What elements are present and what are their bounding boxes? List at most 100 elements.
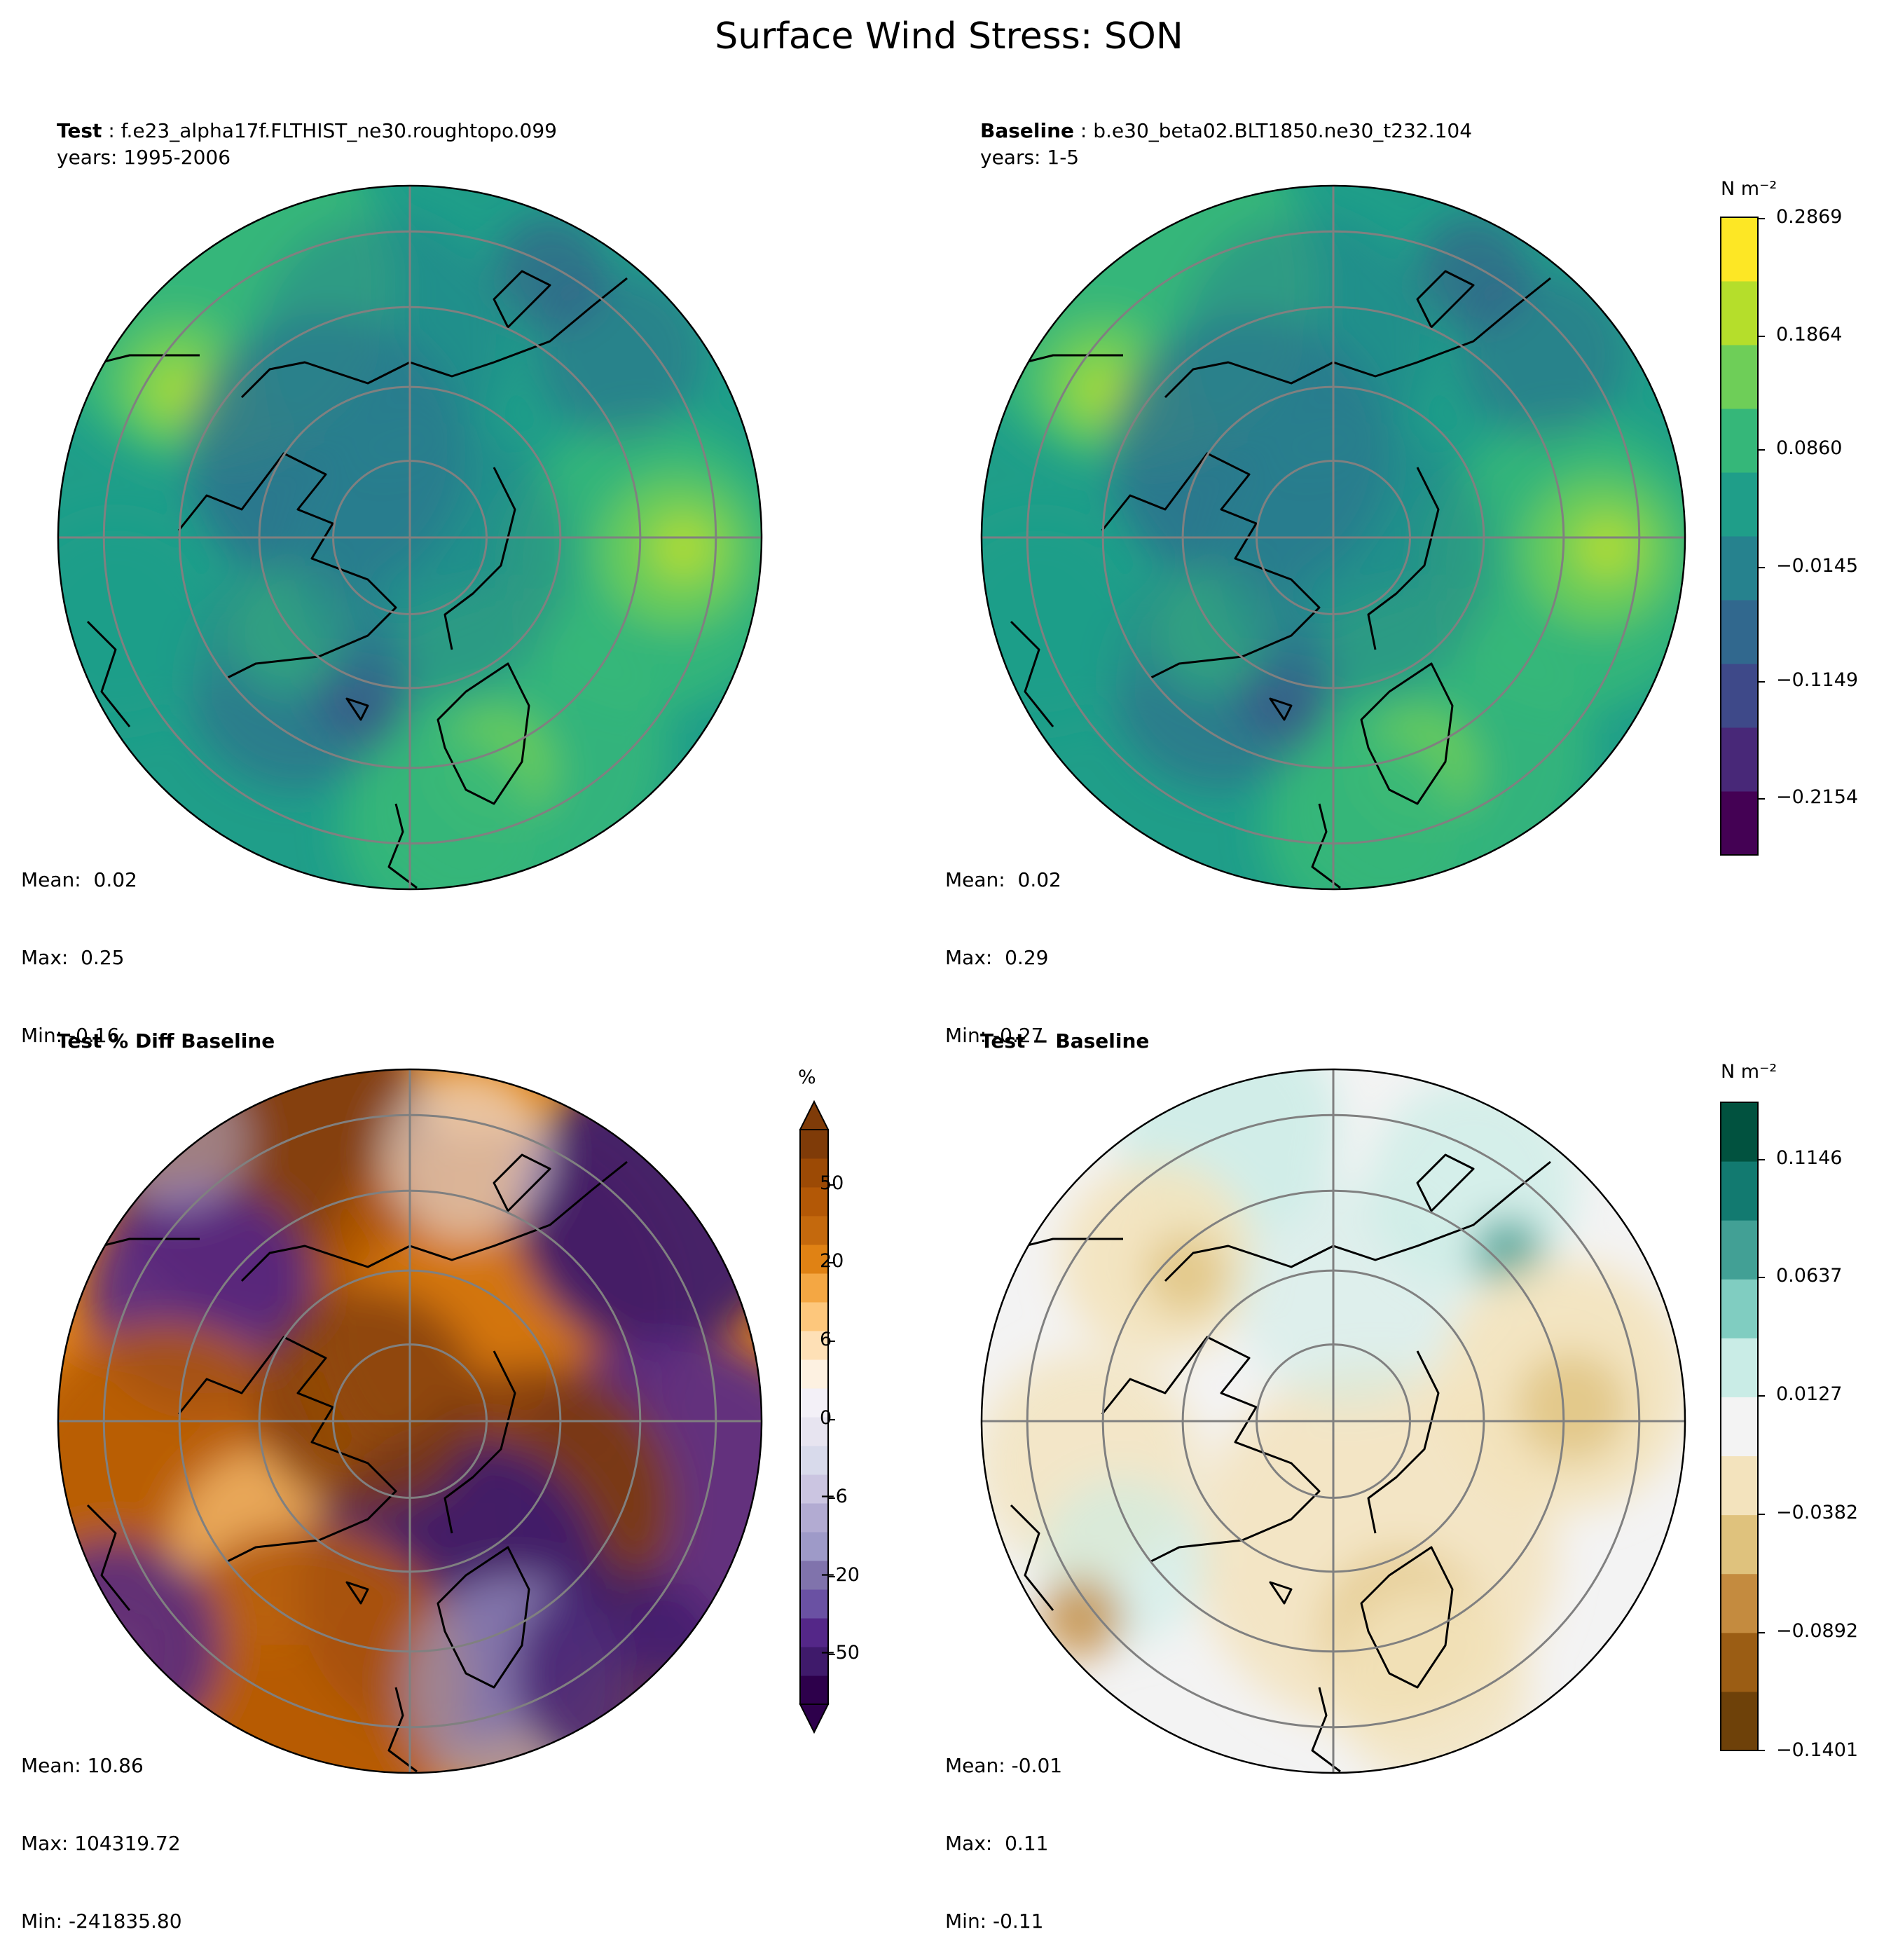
coastline xyxy=(436,1546,530,1689)
map-boundary xyxy=(980,1068,1686,1774)
colorbar-segment xyxy=(800,1331,828,1360)
polar-map-pctdiff xyxy=(57,1068,763,1774)
coastlines xyxy=(996,270,1551,889)
test-stats: Mean: 0.02 Max: 0.25 Min: -0.16 xyxy=(21,815,137,1074)
coastline xyxy=(1367,467,1440,650)
graticule xyxy=(982,186,1685,889)
diff-mean: Mean: -0.01 xyxy=(945,1754,1063,1777)
pct-tick-label: 6 xyxy=(820,1329,832,1350)
coastline xyxy=(240,1160,628,1282)
coastline xyxy=(1164,1160,1551,1282)
polar-map-baseline xyxy=(980,184,1686,891)
diff-stats: Mean: -0.01 Max: 0.11 Min: -0.11 xyxy=(945,1701,1062,1960)
diff-tick-label: −0.0892 xyxy=(1776,1620,1859,1642)
pctdiff-mean: Mean: 10.86 xyxy=(21,1754,144,1777)
colorbar-segment xyxy=(1721,1220,1758,1280)
coastline xyxy=(1101,452,1321,679)
diff-tick-label: −0.0382 xyxy=(1776,1502,1859,1523)
baseline-panel-title: Baseline : b.e30_beta02.BLT1850.ne30_t23… xyxy=(980,118,1472,171)
colorbar-segment xyxy=(1721,664,1758,728)
colorbar-segment xyxy=(800,1417,828,1446)
colorbar-frame xyxy=(1720,1102,1759,1751)
field-contour xyxy=(1179,215,1431,467)
field-contour xyxy=(1575,516,1638,580)
colorbar-segment xyxy=(800,1245,828,1274)
figure-title: Surface Wind Stress: SON xyxy=(715,15,1183,57)
map-boundary xyxy=(57,184,763,891)
colorbar-segment xyxy=(1721,345,1758,409)
coastline xyxy=(1360,662,1454,805)
baseline-years: years: 1-5 xyxy=(980,146,1080,169)
coastline xyxy=(1101,1336,1321,1563)
coastlines xyxy=(73,1153,628,1773)
coastline xyxy=(240,277,628,399)
test-max: Max: 0.25 xyxy=(21,946,125,969)
colorbar-frame xyxy=(799,1129,829,1705)
diff-colorbar-unit: N m⁻² xyxy=(1721,1061,1777,1083)
field-contour xyxy=(1074,362,1130,418)
main-tick-label: 0.2869 xyxy=(1776,206,1843,228)
test-mean: Mean: 0.02 xyxy=(21,868,137,891)
colorbar-segment xyxy=(800,1675,828,1705)
colorbar-segment xyxy=(800,1589,828,1619)
polar-map-test xyxy=(57,184,763,891)
field-contour xyxy=(382,1071,550,1239)
coastline xyxy=(1416,1153,1475,1212)
coastline xyxy=(1269,697,1293,721)
pctdiff-label: Test % Diff Baseline xyxy=(57,1029,275,1053)
colorbar-segment xyxy=(800,1187,828,1217)
colorbar-segment xyxy=(800,1618,828,1647)
diff-panel-title: Test − Baseline xyxy=(980,1028,1149,1055)
pctdiff-max: Max: 104319.72 xyxy=(21,1832,181,1855)
coastline xyxy=(1311,803,1341,889)
diff-tick-label: −0.1401 xyxy=(1776,1739,1859,1761)
colorbar-segment xyxy=(800,1446,828,1475)
coastline xyxy=(1164,277,1551,399)
pctdiff-panel-title: Test % Diff Baseline xyxy=(57,1028,275,1055)
colorbar-segment xyxy=(1721,472,1758,537)
baseline-case-name: b.e30_beta02.BLT1850.ne30_t232.104 xyxy=(1093,119,1473,142)
main-tick-label: 0.1864 xyxy=(1776,324,1843,345)
coastline xyxy=(443,467,516,650)
field-contour xyxy=(1039,1575,1123,1659)
coastline xyxy=(387,803,418,889)
field-contour xyxy=(151,362,207,418)
coastline xyxy=(345,697,369,721)
title-separator: : xyxy=(102,119,121,142)
test-min: Min: -0.16 xyxy=(21,1024,120,1047)
main-tick-label: −0.0145 xyxy=(1776,555,1859,577)
colorbar-segment xyxy=(800,1273,828,1303)
coastline xyxy=(1311,1687,1341,1773)
pctdiff-min: Min: -241835.80 xyxy=(21,1910,182,1933)
colorbar-segment xyxy=(800,1532,828,1561)
field-contour xyxy=(652,516,715,580)
field-contour xyxy=(291,418,571,699)
colorbar-segment xyxy=(1721,281,1758,345)
baseline-min: Min: -0.27 xyxy=(945,1024,1044,1047)
colorbar-segment xyxy=(1721,600,1758,664)
field-contour xyxy=(1214,418,1494,699)
field-contour xyxy=(256,1288,480,1512)
colorbar-segment xyxy=(800,1158,828,1188)
colorbar-segment xyxy=(800,1561,828,1590)
field-contour xyxy=(494,215,606,327)
pct-tick-label: −50 xyxy=(820,1642,860,1664)
pct-tick-label: −6 xyxy=(820,1486,848,1507)
colorbar-segment xyxy=(800,1647,828,1676)
field-contour xyxy=(1144,1232,1228,1316)
pctdiff-stats: Mean: 10.86 Max: 104319.72 Min: -241835.… xyxy=(21,1701,182,1960)
coastline xyxy=(443,1350,516,1534)
coastline xyxy=(1010,620,1054,727)
colorbar-segment xyxy=(800,1359,828,1389)
graticule xyxy=(58,186,762,889)
coastline xyxy=(493,270,551,329)
colorbar-segment xyxy=(1721,409,1758,473)
baseline-max: Max: 0.29 xyxy=(945,946,1049,969)
pct-tick-label: 50 xyxy=(820,1172,844,1194)
diff-max: Max: 0.11 xyxy=(945,1832,1049,1855)
baseline-label: Baseline xyxy=(980,119,1075,142)
coastline xyxy=(1010,1504,1054,1611)
field-contour xyxy=(1417,215,1529,327)
field-contour xyxy=(1515,1351,1628,1463)
coastline xyxy=(1360,1546,1454,1689)
